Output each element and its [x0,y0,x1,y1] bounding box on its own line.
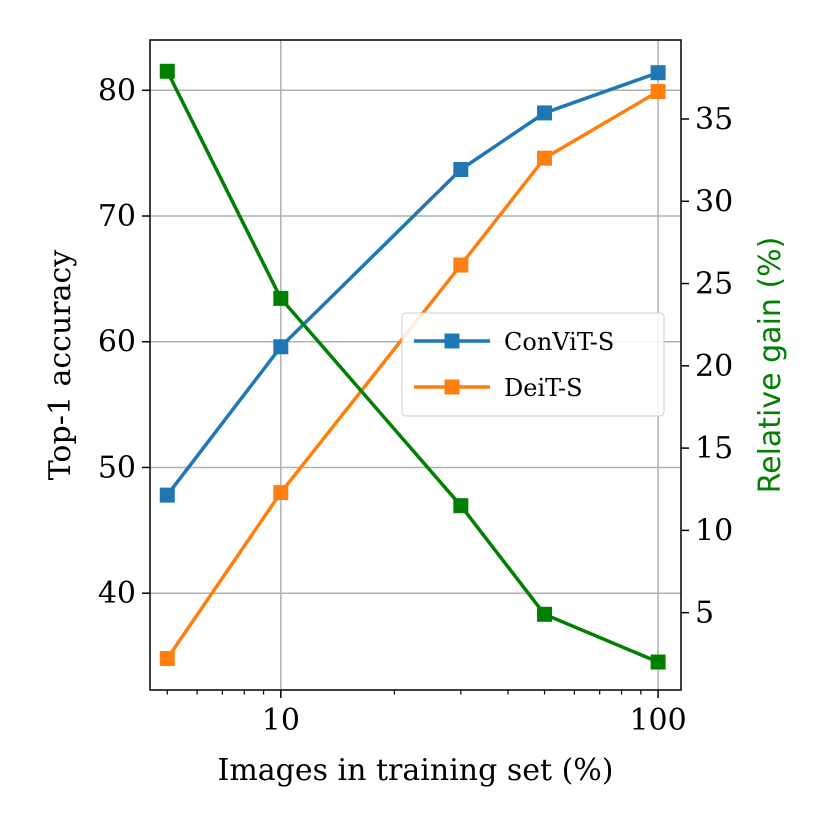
data-point [537,606,553,622]
right-y-tick-label: 15 [695,431,733,466]
data-point [273,339,289,355]
data-point [159,63,175,79]
right-y-tick-label: 20 [695,349,733,384]
right-y-tick-label: 5 [695,596,714,631]
data-point [453,161,469,177]
data-point [650,65,666,81]
y-tick-label: 40 [98,576,136,611]
data-point [650,84,666,100]
data-point [159,651,175,667]
data-point [273,290,289,306]
legend: ConViT-S DeiT-S [401,312,665,417]
legend-label: ConViT-S [504,328,614,356]
data-point [537,105,553,121]
right-y-tick-label: 30 [695,184,733,219]
legend-label: DeiT-S [504,374,583,402]
plot-frame [149,39,682,691]
y-tick-label: 60 [98,325,136,360]
data-point [537,150,553,166]
right-y-tick-label: 35 [695,102,733,137]
data-point [159,487,175,503]
right-y-axis-label: Relative gain (%) [753,237,788,494]
y-tick-label: 80 [98,73,136,108]
data-point [273,485,289,501]
data-point [453,498,469,514]
x-tick-label: 100 [629,703,686,738]
legend-entries: ConViT-S DeiT-S [414,328,614,402]
data-point [453,257,469,273]
right-y-tick-label: 25 [695,267,733,302]
y-tick-label: 50 [98,450,136,485]
x-tick-label: 10 [262,703,300,738]
y-tick-label: 70 [98,199,136,234]
y-axis-label: Top-1 accuracy [43,250,78,481]
legend-box [401,312,665,417]
legend-marker [444,333,460,349]
right-y-tick-label: 10 [695,513,733,548]
x-axis-label: Images in training set (%) [217,753,613,788]
axis-layer: 10 100 40 50 60 70 80 5 10 15 20 25 30 35 [98,73,733,738]
series-layer [159,63,666,670]
data-point [650,654,666,670]
legend-marker [444,379,460,395]
